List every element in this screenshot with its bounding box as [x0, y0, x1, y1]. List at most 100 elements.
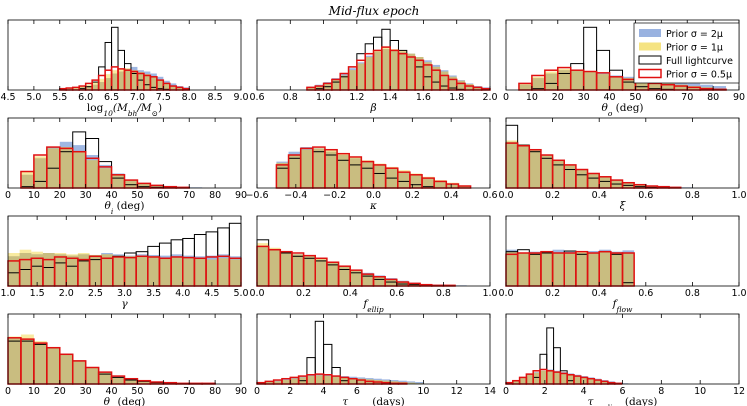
bar-overlap-6 [356, 63, 366, 90]
x-tick-label: 0 [503, 92, 509, 103]
legend-label-blue: Prior σ = 2μ [666, 29, 723, 40]
x-tick-label: 80 [209, 190, 221, 201]
x-tick-label: 2 [287, 386, 293, 397]
x-tick-label: 6.0 [78, 92, 93, 103]
bar-overlap-11 [398, 51, 407, 90]
bar-overlap-4 [72, 151, 86, 188]
bar-overlap-6 [596, 74, 610, 90]
bar-overlap-14 [171, 256, 183, 286]
x-tick-label: 2.5 [88, 288, 103, 299]
bar-overlap-1 [20, 339, 34, 384]
bar-overlap-11 [385, 279, 397, 286]
axes-frame [7, 19, 242, 91]
bar-overlap-10 [137, 381, 151, 384]
x-tick-label: 60 [157, 190, 169, 201]
x-tick-label: 0.8 [685, 288, 700, 299]
bar-overlap-4 [324, 151, 338, 188]
bar-overlap-10 [124, 256, 137, 286]
bar-overlap-7 [98, 372, 112, 384]
legend: Prior σ = 2μ Prior σ = 1μ Full lightcurve P… [633, 22, 740, 84]
bar-overlap-14 [150, 76, 157, 90]
x-tick-label: 0.4 [444, 190, 459, 201]
bar-overlap-7 [365, 57, 374, 90]
bar-overlap-6 [575, 169, 588, 188]
axes-frame [256, 215, 491, 287]
x-tick-label: 0 [254, 386, 260, 397]
bar-overlap-0 [20, 174, 34, 188]
panel-log-mbh: 4.5 5.0 5.5 6.0 6.5 7.0 7.5 8.0 8.5 9.0 log10(Mbh/… [0, 19, 249, 118]
bar-overlap-2 [31, 254, 43, 286]
bar-overlap-19 [465, 84, 474, 90]
bar-overlap-7 [609, 76, 623, 90]
bar-overlap-8 [373, 51, 382, 90]
x-tick-label: 0 [5, 190, 11, 201]
bar-overlap-9 [381, 49, 391, 90]
x-tick-label: 0.8 [436, 288, 451, 299]
x-axis-label: τmean (days) [342, 396, 405, 406]
x-tick-label: 50 [131, 190, 143, 201]
bar-overlap-14 [601, 381, 608, 384]
bar-overlap-10 [573, 376, 581, 384]
bar-overlap-6 [306, 376, 316, 384]
x-tick-label: 4 [321, 386, 327, 397]
bar-overlap-2 [300, 149, 313, 188]
x-tick-label: 5.0 [26, 92, 41, 103]
x-tick-label: 10 [28, 190, 40, 201]
x-tick-label: −0.4 [284, 190, 307, 201]
bar-overlap-2 [544, 73, 558, 90]
bar-overlap-4 [303, 256, 316, 286]
x-tick-label: 60 [655, 92, 667, 103]
x-tick-label: 12 [451, 386, 463, 397]
bar-overlap-2 [280, 251, 292, 286]
x-tick-label: 70 [183, 386, 195, 397]
bar-overlap-8 [101, 254, 113, 286]
legend-swatch-black [638, 55, 662, 65]
bar-overlap-5 [348, 70, 357, 90]
x-tick-label: 14 [484, 386, 496, 397]
bar-overlap-7 [315, 375, 324, 384]
bar-overlap-15 [431, 66, 441, 90]
bar-overlap-5 [315, 259, 327, 286]
bar-overlap-13 [159, 257, 172, 286]
x-tick-label: 20 [54, 190, 66, 201]
x-tick-label: 4 [581, 386, 587, 397]
x-tick-label: 4.0 [175, 288, 190, 299]
bar-overlap-2 [33, 343, 47, 384]
x-tick-label: 6.5 [104, 92, 119, 103]
x-tick-label: 0.4 [592, 288, 607, 299]
bar-overlap-6 [575, 253, 588, 286]
x-tick-label: 1.0 [731, 288, 746, 299]
bar-overlap-11 [136, 255, 148, 286]
x-tick-label: 1.5 [30, 288, 45, 299]
bar-overlap-10 [373, 276, 386, 286]
panel-tau-median: 0 2 4 6 8 10 12 τmedian (days) [503, 313, 745, 406]
bar-overlap-1 [288, 155, 301, 188]
x-tick-label: 0.2 [405, 190, 420, 201]
bar-overlap-8 [622, 78, 636, 90]
bar-overlap-3 [291, 254, 304, 286]
x-tick-label: 30 [80, 386, 92, 397]
bar-overlap-1 [33, 158, 47, 188]
bar-overlap-0 [276, 162, 289, 188]
x-tick-label: 1.6 [416, 92, 431, 103]
bar-overlap-9 [567, 374, 574, 384]
bar-overlap-0 [506, 251, 518, 286]
bar-overlap-7 [587, 173, 600, 188]
bar-overlap-4 [85, 86, 93, 90]
bar-overlap-6 [85, 367, 99, 384]
bar-overlap-12 [356, 378, 366, 384]
bar-overlap-6 [326, 262, 339, 286]
x-tick-label: 8 [658, 386, 664, 397]
x-tick-label: 40 [604, 92, 616, 103]
bar-overlap-12 [137, 72, 144, 90]
x-tick-label: 0.0 [498, 190, 513, 201]
x-tick-label: 1.8 [449, 92, 464, 103]
bar-overlap-8 [560, 372, 568, 384]
x-tick-label: 0 [5, 386, 11, 397]
bar-overlap-13 [594, 380, 602, 384]
bar-overlap-7 [361, 161, 374, 188]
legend-label-yellow: Prior σ = 1μ [666, 43, 723, 54]
x-tick-label: 0.2 [296, 288, 311, 299]
x-tick-label: 70 [183, 190, 195, 201]
